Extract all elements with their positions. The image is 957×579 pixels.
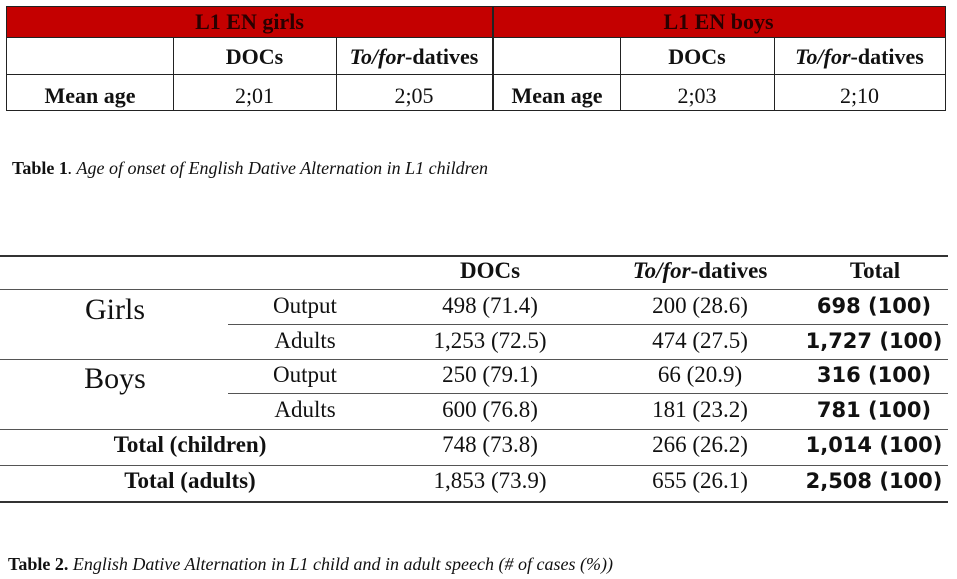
total-children-label: Total (children): [113, 432, 267, 457]
cell-tofor: 655 (26.1): [652, 468, 748, 493]
cell-total: 2,508 (100): [805, 469, 943, 493]
cell-tofor: 181 (23.2): [652, 397, 748, 422]
total-adults-label: Total (adults): [124, 468, 256, 493]
row-label-girls: Mean age: [44, 83, 136, 108]
divider: [228, 393, 948, 394]
girls-docs-age: 2;01: [234, 83, 275, 108]
divider: [0, 429, 948, 430]
group-boys: Boys: [84, 362, 146, 395]
col-docs: DOCs: [459, 258, 521, 283]
sub-output: Output: [273, 293, 337, 318]
divider: [7, 74, 945, 75]
group-girls: Girls: [85, 293, 145, 326]
col-tofor-girls: To/for-datives: [349, 44, 479, 69]
divider: [492, 7, 494, 110]
cell-docs: 1,253 (72.5): [433, 328, 547, 353]
sub-adults: Adults: [274, 397, 336, 422]
cell-docs: 250 (79.1): [442, 362, 538, 387]
boys-tofor-age: 2;10: [839, 83, 880, 108]
cell-tofor: 266 (26.2): [652, 432, 748, 457]
row-label-boys: Mean age: [511, 83, 603, 108]
col-docs-boys: DOCs: [668, 44, 726, 69]
col-tofor-boys: To/for-datives: [795, 44, 924, 69]
cell-docs: 748 (73.8): [442, 432, 538, 457]
caption-table-1: Table 1. Age of onset of English Dative …: [12, 158, 488, 178]
caption-table-2: Table 2. English Dative Alternation in L…: [8, 554, 613, 574]
cell-total: 781 (100): [816, 398, 932, 422]
cell-docs: 1,853 (73.9): [433, 468, 547, 493]
sub-adults: Adults: [274, 328, 336, 353]
divider: [0, 465, 948, 466]
boys-docs-age: 2;03: [677, 83, 717, 108]
header-girls: L1 EN girls: [7, 7, 492, 38]
cell-tofor: 200 (28.6): [652, 293, 748, 318]
cell-total: 1,727 (100): [805, 329, 943, 353]
cell-docs: 498 (71.4): [442, 293, 538, 318]
divider: [0, 255, 948, 257]
cell-docs: 600 (76.8): [442, 397, 538, 422]
girls-tofor-age: 2;05: [394, 83, 434, 108]
divider: [228, 324, 948, 325]
header-boys: L1 EN boys: [492, 7, 945, 38]
table-1: L1 EN girls L1 EN boys DOCs To/for-dativ…: [6, 6, 946, 111]
cell-total: 1,014 (100): [805, 433, 943, 457]
table-2: DOCs To/for-datives Total Girls Boys Out…: [0, 255, 948, 503]
cell-total: 316 (100): [816, 363, 932, 387]
col-docs-girls: DOCs: [225, 44, 284, 69]
divider: [0, 359, 948, 360]
cell-tofor: 474 (27.5): [652, 328, 748, 353]
col-tofor: To/for-datives: [632, 258, 768, 283]
cell-total: 698 (100): [816, 294, 932, 318]
sub-output: Output: [273, 362, 337, 387]
cell-tofor: 66 (20.9): [657, 362, 743, 387]
divider: [0, 501, 948, 503]
col-total: Total: [849, 258, 901, 283]
divider: [0, 289, 948, 290]
